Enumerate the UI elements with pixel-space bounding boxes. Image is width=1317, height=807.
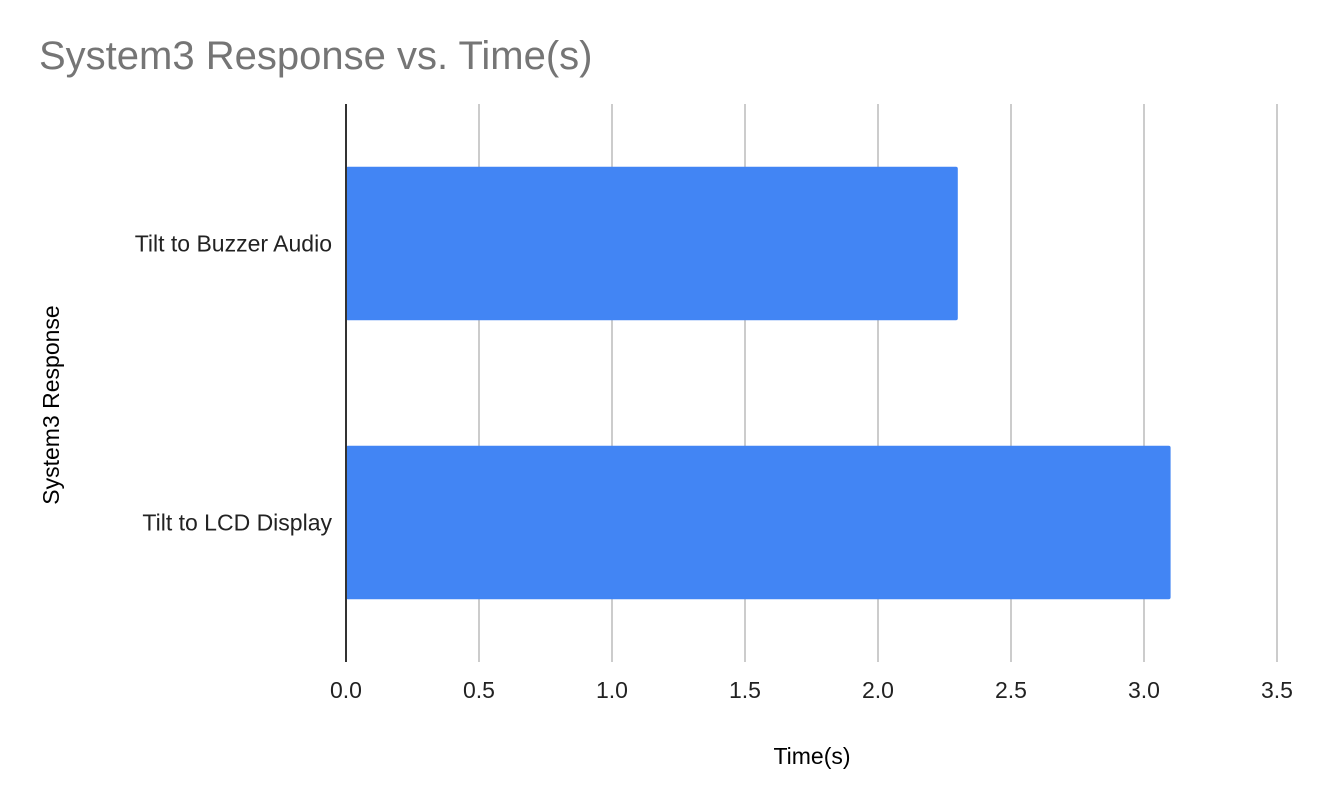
bar: [346, 445, 1171, 600]
category-label: Tilt to Buzzer Audio: [135, 231, 332, 257]
x-axis-title: Time(s): [773, 743, 850, 769]
category-labels: Tilt to Buzzer Audio Tilt to LCD Display: [135, 231, 333, 536]
bar: [346, 166, 958, 321]
y-axis-title: System3 Response: [38, 305, 64, 504]
x-tick-label: 1.0: [596, 677, 628, 703]
x-tick-labels: 0.0 0.5 1.0 1.5 2.0 2.5 3.0 3.5: [330, 677, 1293, 703]
x-tick-label: 3.0: [1128, 677, 1160, 703]
x-tick-label: 0.5: [463, 677, 495, 703]
x-tick-label: 2.5: [995, 677, 1027, 703]
x-tick-label: 3.5: [1261, 677, 1293, 703]
category-label: Tilt to LCD Display: [142, 510, 332, 536]
bars: [346, 166, 1171, 600]
x-tick-label: 0.0: [330, 677, 362, 703]
chart-title: System3 Response vs. Time(s): [39, 34, 593, 78]
x-tick-label: 1.5: [729, 677, 761, 703]
x-tick-label: 2.0: [862, 677, 894, 703]
